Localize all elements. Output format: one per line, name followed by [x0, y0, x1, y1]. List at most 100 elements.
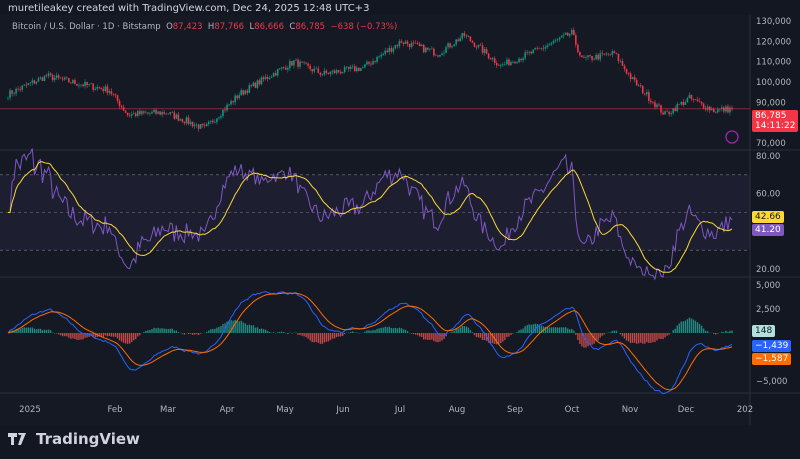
- candle-body: [124, 110, 127, 113]
- candle-body: [542, 47, 545, 49]
- candle-body: [343, 67, 346, 73]
- macd-histogram-bar: [500, 333, 502, 343]
- candle-body: [262, 77, 265, 80]
- candle-body: [487, 53, 490, 59]
- macd-histogram-bar: [169, 328, 171, 333]
- candle-body: [234, 95, 236, 103]
- candle-body: [51, 74, 54, 81]
- candle-body: [270, 76, 273, 78]
- last-price-tag: 86,785 14:11:22: [752, 110, 799, 132]
- macd-histogram-bar: [376, 328, 378, 333]
- candle-body: [629, 73, 632, 79]
- macd-histogram-bar: [589, 333, 591, 346]
- candle-body: [504, 64, 506, 65]
- macd-histogram-bar: [147, 330, 149, 333]
- macd-histogram-bar: [727, 331, 729, 333]
- macd-histogram-bar: [321, 333, 324, 344]
- candle-body: [157, 111, 159, 114]
- chart-area[interactable]: 130,000 120,000 110,000 100,000 90,000 70,000…: [0, 15, 800, 425]
- macd-histogram-bar: [404, 329, 407, 333]
- macd-histogram-bar: [676, 325, 678, 333]
- candle-body: [682, 101, 685, 105]
- candle-body: [500, 64, 502, 66]
- candle-body: [248, 85, 251, 93]
- macd-histogram-bar: [246, 325, 249, 333]
- macd-histogram-bar: [33, 328, 36, 333]
- macd-histogram-bar: [548, 327, 551, 333]
- macd-histogram-bar: [717, 333, 719, 334]
- macd-histogram-bar: [64, 333, 66, 337]
- time-tick: Mar: [160, 405, 177, 415]
- candle-body: [210, 120, 212, 122]
- macd-histogram-bar: [183, 333, 186, 335]
- macd-histogram-bar: [504, 333, 506, 340]
- candle-body: [222, 109, 224, 117]
- macd-histogram-bar: [264, 329, 267, 333]
- candle-body: [25, 84, 28, 86]
- candle-body: [723, 107, 725, 112]
- candle-body: [562, 34, 565, 36]
- candle-body: [23, 84, 26, 86]
- candle-body: [459, 38, 462, 42]
- macd-histogram-bar: [558, 327, 561, 333]
- candle-body: [187, 117, 190, 124]
- candle-body: [120, 106, 123, 108]
- macd-histogram-bar: [648, 333, 650, 343]
- macd-histogram-bar: [29, 327, 32, 333]
- candle-body: [167, 113, 170, 115]
- candle-body: [684, 102, 687, 105]
- macd-histogram-bar: [66, 333, 68, 337]
- candle-body: [143, 111, 145, 113]
- macd-histogram-bar: [116, 333, 119, 339]
- macd-histogram-bar: [666, 333, 668, 336]
- macd-histogram-bar: [55, 333, 58, 334]
- macd-histogram-bar: [682, 321, 685, 333]
- candle-body: [491, 58, 494, 60]
- macd-histogram-bar: [619, 333, 622, 335]
- macd-histogram-bar: [17, 328, 19, 333]
- candle-body: [631, 77, 634, 79]
- chart-canvas[interactable]: 130,000 120,000 110,000 100,000 90,000 70,000…: [0, 15, 800, 425]
- macd-histogram-bar: [597, 333, 599, 341]
- symbol-name[interactable]: Bitcoin / U.S. Dollar · 1D · Bitstamp: [12, 22, 161, 32]
- macd-histogram-bar: [47, 329, 50, 333]
- macd-histogram-bar: [723, 332, 725, 333]
- candle-body: [189, 121, 192, 124]
- candle-body: [485, 49, 488, 54]
- candle-body: [372, 61, 374, 65]
- candle-body: [63, 77, 66, 80]
- macd-histogram-bar: [652, 333, 654, 343]
- macd-histogram-bar: [431, 333, 433, 340]
- candle-body: [556, 39, 559, 41]
- candle-body: [566, 32, 569, 36]
- macd-histogram-bar: [135, 333, 137, 340]
- macd-histogram-bar: [435, 333, 437, 342]
- candle-body: [45, 75, 48, 77]
- macd-histogram-bar: [429, 333, 431, 340]
- rsi-tick: 60.00: [756, 190, 780, 200]
- macd-histogram-bar: [406, 331, 409, 333]
- macd-histogram-bar: [725, 330, 727, 333]
- candle-body: [605, 53, 608, 55]
- macd-histogram-bar: [587, 333, 589, 347]
- candle-body: [252, 82, 255, 86]
- candle-body: [155, 110, 157, 114]
- macd-histogram-bar: [398, 327, 401, 333]
- candle-body: [218, 117, 220, 119]
- macd-histogram-bar: [550, 327, 553, 333]
- macd-histogram-bar: [171, 328, 173, 333]
- candle-body: [617, 53, 620, 62]
- macd-histogram-bar: [540, 325, 543, 333]
- candle-body: [199, 124, 202, 129]
- macd-histogram-bar: [137, 333, 139, 337]
- macd-histogram-bar: [15, 329, 17, 333]
- macd-histogram-bar: [502, 333, 504, 342]
- candle-body: [102, 88, 105, 92]
- candle-body: [457, 39, 460, 42]
- macd-histogram-bar: [378, 328, 380, 333]
- macd-histogram-bar: [629, 333, 632, 344]
- candle-body: [402, 42, 405, 44]
- candle-body: [216, 118, 218, 123]
- macd-histogram-bar: [189, 333, 192, 334]
- candle-body: [110, 91, 113, 94]
